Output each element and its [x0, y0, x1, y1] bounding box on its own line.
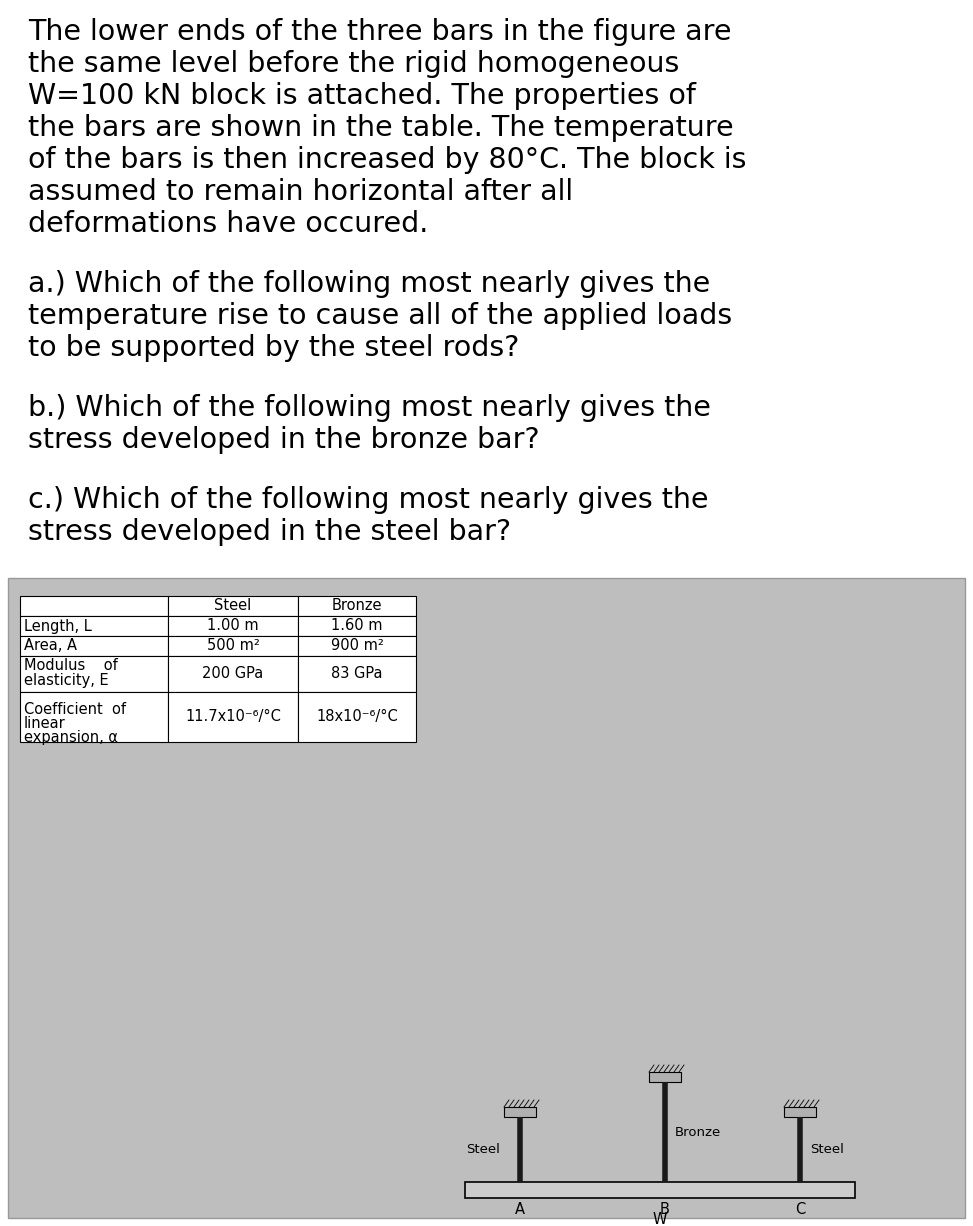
Text: linear: linear [24, 716, 66, 731]
Text: elasticity, E: elasticity, E [24, 673, 109, 688]
Bar [20, 615, 168, 636]
Text: A: A [515, 1201, 525, 1217]
Text: Length, L: Length, L [24, 618, 91, 634]
Text: 18x10⁻⁶/°C: 18x10⁻⁶/°C [316, 710, 398, 725]
Bar [168, 636, 298, 656]
Text: stress developed in the bronze bar?: stress developed in the bronze bar? [28, 425, 540, 454]
Bar [20, 691, 168, 742]
Text: Steel: Steel [214, 598, 252, 613]
Bar [298, 615, 416, 636]
Text: a.) Which of the following most nearly gives the: a.) Which of the following most nearly g… [28, 270, 710, 298]
Text: b.) Which of the following most nearly gives the: b.) Which of the following most nearly g… [28, 394, 711, 422]
Text: W=100 kN block is attached. The properties of: W=100 kN block is attached. The properti… [28, 82, 696, 110]
Text: expansion, α: expansion, α [24, 729, 118, 745]
Text: Area, A: Area, A [24, 639, 77, 653]
Bar [504, 1107, 536, 1117]
Text: assumed to remain horizontal after all: assumed to remain horizontal after all [28, 178, 573, 206]
Text: the bars are shown in the table. The temperature: the bars are shown in the table. The tem… [28, 114, 734, 142]
Bar [168, 615, 298, 636]
Bar [168, 656, 298, 691]
Text: Steel: Steel [466, 1143, 500, 1156]
Bar [298, 656, 416, 691]
Text: 11.7x10⁻⁶/°C: 11.7x10⁻⁶/°C [185, 710, 281, 725]
Text: Steel: Steel [810, 1143, 844, 1156]
Bar [168, 596, 298, 615]
Bar [465, 1182, 855, 1198]
Text: of the bars is then increased by 80°C. The block is: of the bars is then increased by 80°C. T… [28, 146, 746, 174]
Bar [168, 691, 298, 742]
Bar [8, 577, 965, 1217]
Bar [20, 636, 168, 656]
Text: Modulus    of: Modulus of [24, 658, 118, 673]
Text: deformations have occured.: deformations have occured. [28, 210, 428, 238]
Bar [298, 636, 416, 656]
Text: stress developed in the steel bar?: stress developed in the steel bar? [28, 519, 511, 546]
Text: c.) Which of the following most nearly gives the: c.) Which of the following most nearly g… [28, 485, 708, 514]
Text: Coefficient  of: Coefficient of [24, 702, 126, 717]
Text: C: C [795, 1201, 805, 1217]
Bar [298, 596, 416, 615]
Text: 1.60 m: 1.60 m [331, 618, 382, 634]
Bar [20, 656, 168, 691]
Text: 200 GPa: 200 GPa [202, 667, 264, 682]
Text: W: W [653, 1213, 667, 1226]
Text: 83 GPa: 83 GPa [331, 667, 382, 682]
Text: 900 m²: 900 m² [331, 639, 383, 653]
Text: temperature rise to cause all of the applied loads: temperature rise to cause all of the app… [28, 302, 733, 330]
Bar [784, 1107, 816, 1117]
Text: The lower ends of the three bars in the figure are: The lower ends of the three bars in the … [28, 18, 732, 47]
Text: the same level before the rigid homogeneous: the same level before the rigid homogene… [28, 50, 679, 78]
Bar [649, 1072, 681, 1083]
Bar [20, 596, 168, 615]
Text: 1.00 m: 1.00 m [207, 618, 259, 634]
Text: to be supported by the steel rods?: to be supported by the steel rods? [28, 333, 520, 362]
Text: B: B [660, 1201, 670, 1217]
Text: Bronze: Bronze [675, 1125, 721, 1139]
Text: 500 m²: 500 m² [206, 639, 260, 653]
Bar [298, 691, 416, 742]
Text: Bronze: Bronze [332, 598, 382, 613]
